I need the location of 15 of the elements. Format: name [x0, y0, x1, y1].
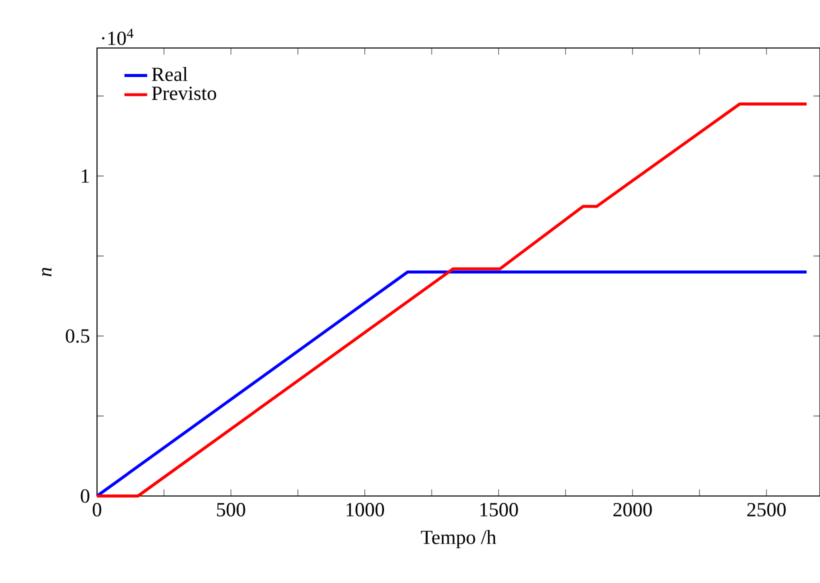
x-tick-label: 1500: [480, 502, 518, 516]
x-tick-label: 1000: [346, 502, 384, 516]
y-axis-title: n: [42, 268, 52, 276]
x-axis-title: Tempo /h: [420, 530, 496, 548]
legend-label: Previsto: [152, 86, 216, 100]
line-series: [96, 102, 808, 498]
y-tick-label: 0: [80, 489, 90, 503]
x-tick-label: 2000: [613, 502, 652, 516]
x-tick-label: 2500: [747, 502, 786, 516]
x-tick-label: 0: [92, 502, 102, 516]
y-tick-label: 1: [82, 169, 89, 183]
text: ·10$^{4}$: [102, 28, 134, 46]
legend-label: Real: [152, 67, 188, 82]
y-tick-label: 0.5: [66, 329, 90, 343]
x-tick-label: 500: [217, 502, 246, 516]
